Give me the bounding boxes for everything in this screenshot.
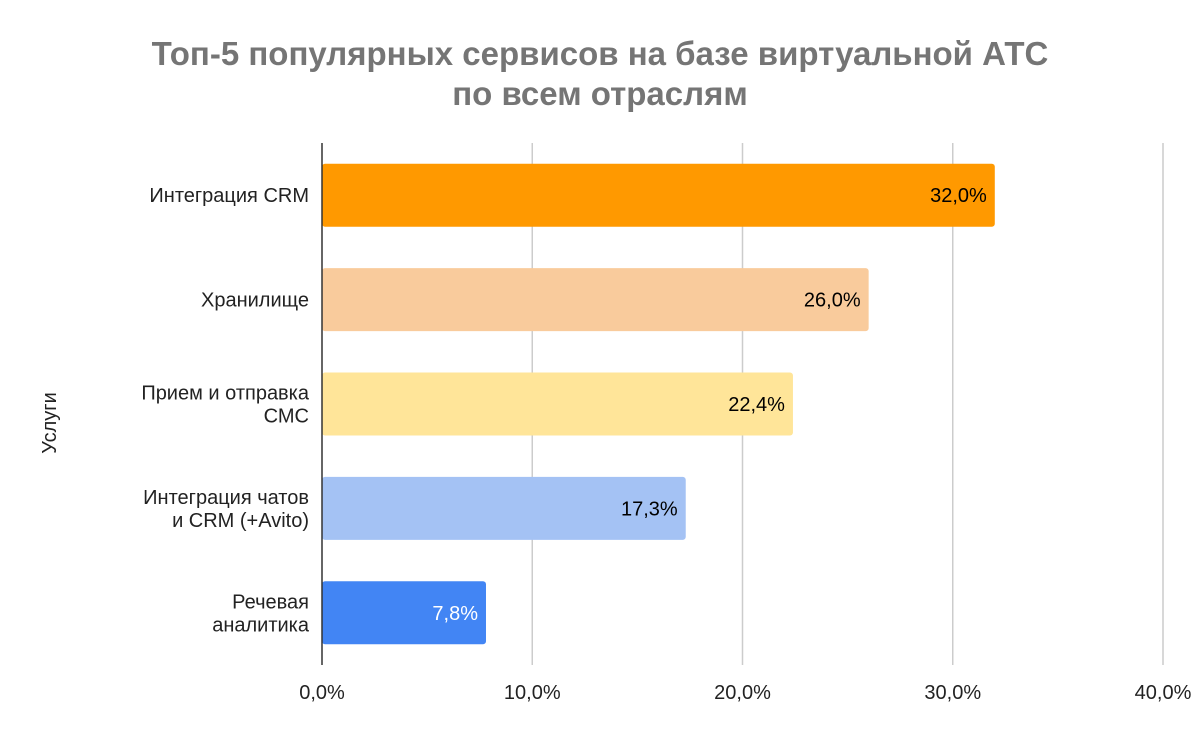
y-axis-title: Услуги [39,392,61,454]
x-tick-label: 0,0% [299,682,345,704]
x-tick-label: 10,0% [504,682,561,704]
x-tick-label: 30,0% [924,682,981,704]
bar [322,268,869,332]
bar [322,163,995,227]
category-label: Хранилище [201,290,309,312]
category-label: аналитика [212,614,310,636]
data-label: 32,0% [930,185,987,207]
category-label: Интеграция CRM [149,185,309,207]
category-label: Речевая [232,591,309,613]
chart-title-line: Топ-5 популярных сервисов на базе виртуа… [152,35,1049,72]
data-label: 26,0% [804,290,861,312]
data-label: 7,8% [432,603,478,625]
bar [322,581,486,645]
chart-title-line: по всем отраслям [452,75,748,112]
category-label: Прием и отправка [141,383,310,405]
x-tick-label: 20,0% [714,682,771,704]
category-label: Интеграция чатов [143,487,309,509]
x-tick-label: 40,0% [1135,682,1192,704]
data-label: 17,3% [621,498,678,520]
bar [322,476,686,540]
category-label: и CRM (+Avito) [172,510,309,532]
bar [322,372,793,436]
data-label: 22,4% [728,394,785,416]
category-label: СМС [264,406,309,428]
